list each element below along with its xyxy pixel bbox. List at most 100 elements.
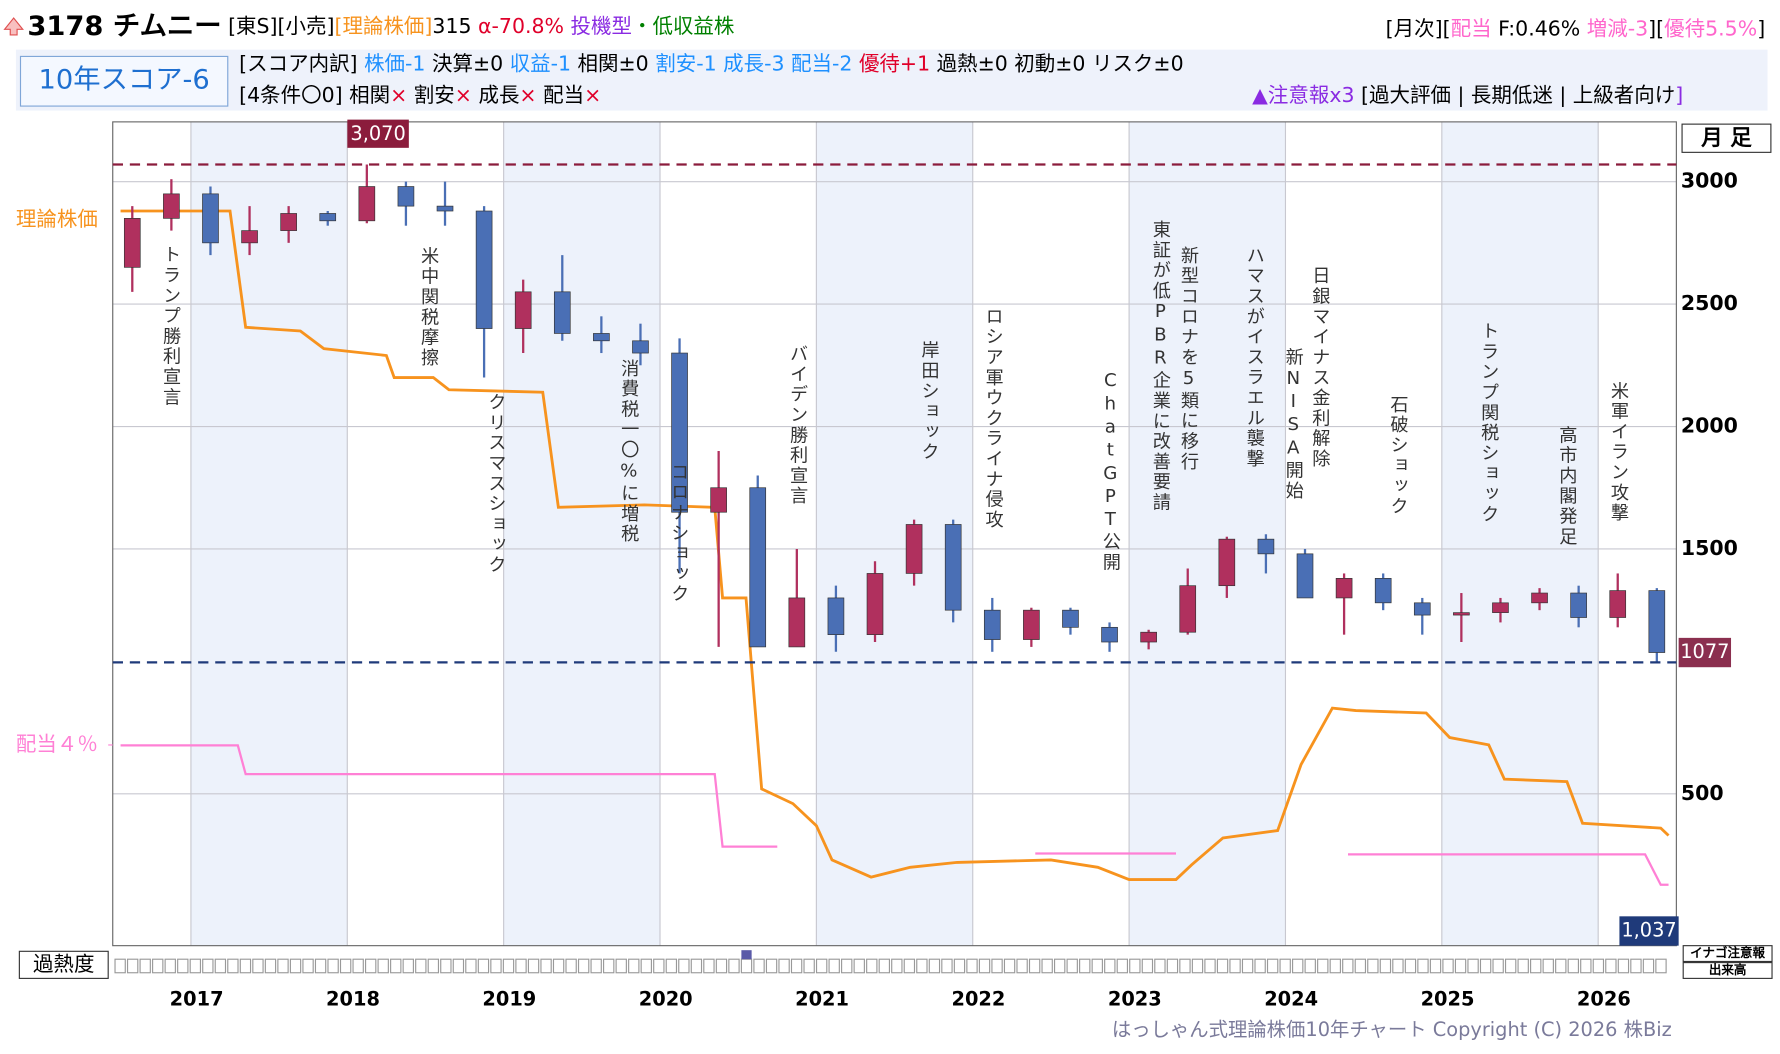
heat-cell — [352, 958, 364, 974]
heat-cell — [1605, 958, 1617, 974]
heat-cell — [1254, 958, 1266, 974]
heat-cell — [1655, 958, 1667, 974]
score-box — [19, 55, 229, 107]
y-tick-label: 1500 — [1681, 536, 1738, 560]
heat-cell — [703, 958, 715, 974]
event-label: 消費税一〇%に増税 — [618, 359, 639, 545]
candle-body — [1140, 631, 1157, 643]
event-label: 新型コロナを5類に移行 — [1178, 246, 1199, 472]
y-tick-label: 2000 — [1681, 414, 1738, 438]
heat-cell — [1154, 958, 1166, 974]
candle-body — [358, 186, 376, 222]
heat-cell — [1404, 958, 1417, 974]
heat-cell — [1166, 958, 1179, 974]
heat-cell — [565, 958, 577, 974]
heat-cell — [1003, 958, 1016, 974]
heat-cell — [126, 958, 139, 974]
heat-cell — [1379, 958, 1392, 974]
heat-cell — [452, 958, 465, 974]
heat-cell — [1216, 958, 1229, 974]
header-segment: 優待+1 — [859, 51, 937, 75]
side-label: 出来高 — [1709, 962, 1747, 977]
candle-body — [241, 230, 258, 244]
heat-cell — [189, 958, 202, 974]
heat-cell — [640, 958, 652, 974]
candle-body — [1570, 592, 1587, 618]
heat-cell — [1066, 958, 1078, 974]
heat-cell — [1091, 958, 1103, 974]
heat-cell — [214, 958, 227, 974]
year-band — [190, 121, 348, 946]
x-tick-label: 2022 — [951, 987, 1005, 1010]
heat-cell — [264, 958, 277, 974]
x-tick-label: 2021 — [795, 987, 849, 1010]
header-segment: 過熱±0 初動±0 リスク±0 — [937, 51, 1184, 75]
y-tick-label: 3000 — [1681, 169, 1738, 193]
header-segment: ▲注意報x3 — [1252, 83, 1354, 107]
heat-cell — [1367, 958, 1379, 974]
heat-cell — [590, 958, 602, 974]
candle-body — [514, 291, 532, 329]
heat-cell — [477, 958, 490, 974]
side-box — [1682, 945, 1773, 963]
heat-cell — [339, 958, 352, 974]
candle-body — [1609, 590, 1627, 618]
x-tick-label: 2019 — [482, 987, 536, 1010]
heat-cell — [1442, 958, 1454, 974]
heat-cell — [1530, 958, 1542, 974]
year-band — [1441, 121, 1599, 946]
candle-body — [1648, 590, 1666, 653]
plot-background — [112, 121, 1677, 946]
heat-cell — [790, 958, 803, 974]
heat-cell — [1304, 958, 1316, 974]
candle-body — [1335, 578, 1353, 599]
candle-body — [1179, 585, 1197, 633]
header-segment: × — [390, 83, 407, 107]
heat-cell — [302, 958, 314, 974]
heat-label: 過熱度 — [33, 952, 94, 976]
candle-body — [397, 186, 415, 207]
heat-cell — [740, 958, 753, 974]
header-segment: 315 — [432, 14, 478, 38]
header-segment: α-70.8% — [478, 14, 570, 38]
heat-cell — [928, 958, 941, 974]
event-label: 東証が低PBR企業に改善要請 — [1150, 220, 1171, 513]
heat-cell — [1317, 958, 1329, 974]
heat-cell — [1504, 958, 1517, 974]
heat-cell — [803, 958, 815, 974]
min-label: 1,037 — [1621, 919, 1676, 942]
heat-cell — [628, 958, 640, 974]
header-segment: 配当 — [537, 83, 584, 107]
heat-cell — [1417, 958, 1429, 974]
event-label: ChatGPT公開 — [1100, 370, 1121, 573]
heat-cell — [690, 958, 703, 974]
period-label: 月 足 — [1700, 126, 1752, 151]
dividend-line — [120, 744, 1669, 886]
max-box — [347, 119, 409, 148]
candle-body — [475, 210, 493, 329]
header-segment: [東S][小売] — [222, 14, 335, 38]
x-tick-label: 2024 — [1264, 987, 1318, 1010]
heat-cell — [1429, 958, 1442, 974]
header-segment: [4条件〇0] 相関 — [239, 83, 390, 107]
heat-cell — [916, 958, 928, 974]
x-tick-label: 2020 — [639, 987, 693, 1010]
header-segment: [月次][ — [1386, 16, 1451, 40]
event-label: 石破ショック — [1387, 395, 1408, 517]
heat-cell — [1116, 958, 1129, 974]
header-text: [4条件〇0] 相関× 割安× 成長× 配当× — [239, 83, 601, 107]
header-segment: 決算±0 — [432, 51, 510, 75]
heat-cell — [1041, 958, 1053, 974]
heat-cell — [1241, 958, 1254, 974]
heat-cell — [978, 958, 991, 974]
header-text: [スコア内訳] 株価-1 決算±0 収益-1 相関±0 割安-1 成長-3 配当… — [239, 51, 1183, 75]
header-segment: [スコア内訳] — [239, 51, 364, 75]
event-label: ロシア軍ウクライナ侵攻 — [983, 307, 1004, 530]
heat-cell — [1555, 958, 1567, 974]
heat-cell — [903, 958, 916, 974]
heat-cell — [1016, 958, 1028, 974]
heat-cell — [139, 958, 151, 974]
heat-cell — [878, 958, 891, 974]
header-segment: 割安-1 — [655, 51, 723, 75]
up-icon — [3, 17, 24, 36]
